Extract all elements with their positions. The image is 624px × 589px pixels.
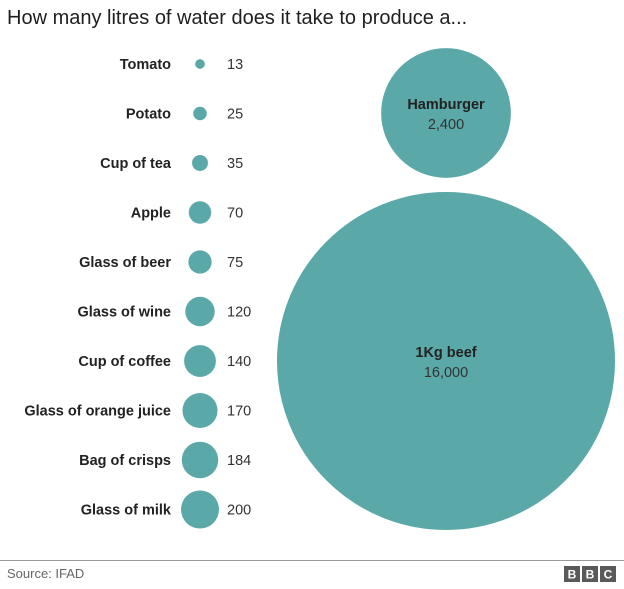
hamburger-value: 2,400 xyxy=(428,117,464,133)
bubble-label: Glass of beer xyxy=(79,255,171,271)
footer-divider xyxy=(0,560,624,561)
source-text: Source: IFAD xyxy=(7,566,85,581)
bbc-logo-block-b1: B xyxy=(564,566,580,582)
bubble-row: Glass of beer 75 xyxy=(79,250,243,274)
bubble-value: 200 xyxy=(227,503,251,519)
bbc-logo-block-b2: B xyxy=(582,566,598,582)
bubble xyxy=(188,250,212,274)
bubble xyxy=(182,392,218,429)
bubble-label: Cup of tea xyxy=(100,156,172,172)
bubble-label: Potato xyxy=(126,107,171,123)
svg-text:B: B xyxy=(586,568,595,582)
bubble-row: Tomato 13 xyxy=(120,57,243,73)
hamburger-bubble-group: Hamburger 2,400 xyxy=(379,46,513,180)
bubble-row: Potato 25 xyxy=(126,107,243,123)
bubble-value: 140 xyxy=(227,354,251,370)
bubble-value: 184 xyxy=(227,453,251,469)
hamburger-bubble xyxy=(379,46,513,180)
bubble-value: 120 xyxy=(227,305,251,321)
bubble-value: 35 xyxy=(227,156,243,172)
bubble-row: Cup of tea 35 xyxy=(100,155,243,172)
bubble-value: 13 xyxy=(227,57,243,73)
beef-value: 16,000 xyxy=(424,365,468,381)
bbc-logo-block-c: C xyxy=(600,566,616,582)
bubble xyxy=(192,155,208,171)
bubble-label: Glass of orange juice xyxy=(24,404,171,420)
bubble-value: 75 xyxy=(227,255,243,271)
bubble-row: Apple 70 xyxy=(131,201,243,224)
bubble xyxy=(193,106,207,121)
bubble xyxy=(188,201,212,224)
svg-text:B: B xyxy=(568,568,577,582)
bubble xyxy=(184,345,216,377)
beef-label: 1Kg beef xyxy=(415,345,476,361)
bubble xyxy=(181,441,219,479)
bubble-value: 170 xyxy=(227,404,251,420)
bubble-row: Glass of orange juice 170 xyxy=(24,392,251,429)
bubble-label: Glass of wine xyxy=(78,305,171,321)
bubble xyxy=(180,490,220,529)
bubble-label: Bag of crisps xyxy=(79,453,171,469)
bubble-row: Glass of wine 120 xyxy=(78,296,251,327)
bubble-chart: Tomato 13 Potato 25 Cup of tea 35 Apple 70 Glass… xyxy=(24,46,617,532)
bubble-label: Apple xyxy=(131,206,171,222)
bubble-row: Bag of crisps 184 xyxy=(79,441,251,479)
svg-text:C: C xyxy=(604,568,613,582)
chart-title: How many litres of water does it take to… xyxy=(7,7,468,29)
bubble-row: Glass of milk 200 xyxy=(81,490,251,529)
bubble-label: Tomato xyxy=(120,57,171,73)
bbc-logo: B B C xyxy=(564,566,618,582)
bubble-label: Glass of milk xyxy=(81,503,172,519)
bubble-value: 25 xyxy=(227,107,243,123)
beef-bubble xyxy=(275,190,617,532)
bubble-value: 70 xyxy=(227,206,243,222)
bubble-label: Cup of coffee xyxy=(78,354,171,370)
hamburger-label: Hamburger xyxy=(407,97,485,113)
bubble xyxy=(185,296,215,327)
bubble xyxy=(195,59,205,69)
beef-bubble-group: 1Kg beef 16,000 xyxy=(275,190,617,532)
bubble-row: Cup of coffee 140 xyxy=(78,345,251,377)
